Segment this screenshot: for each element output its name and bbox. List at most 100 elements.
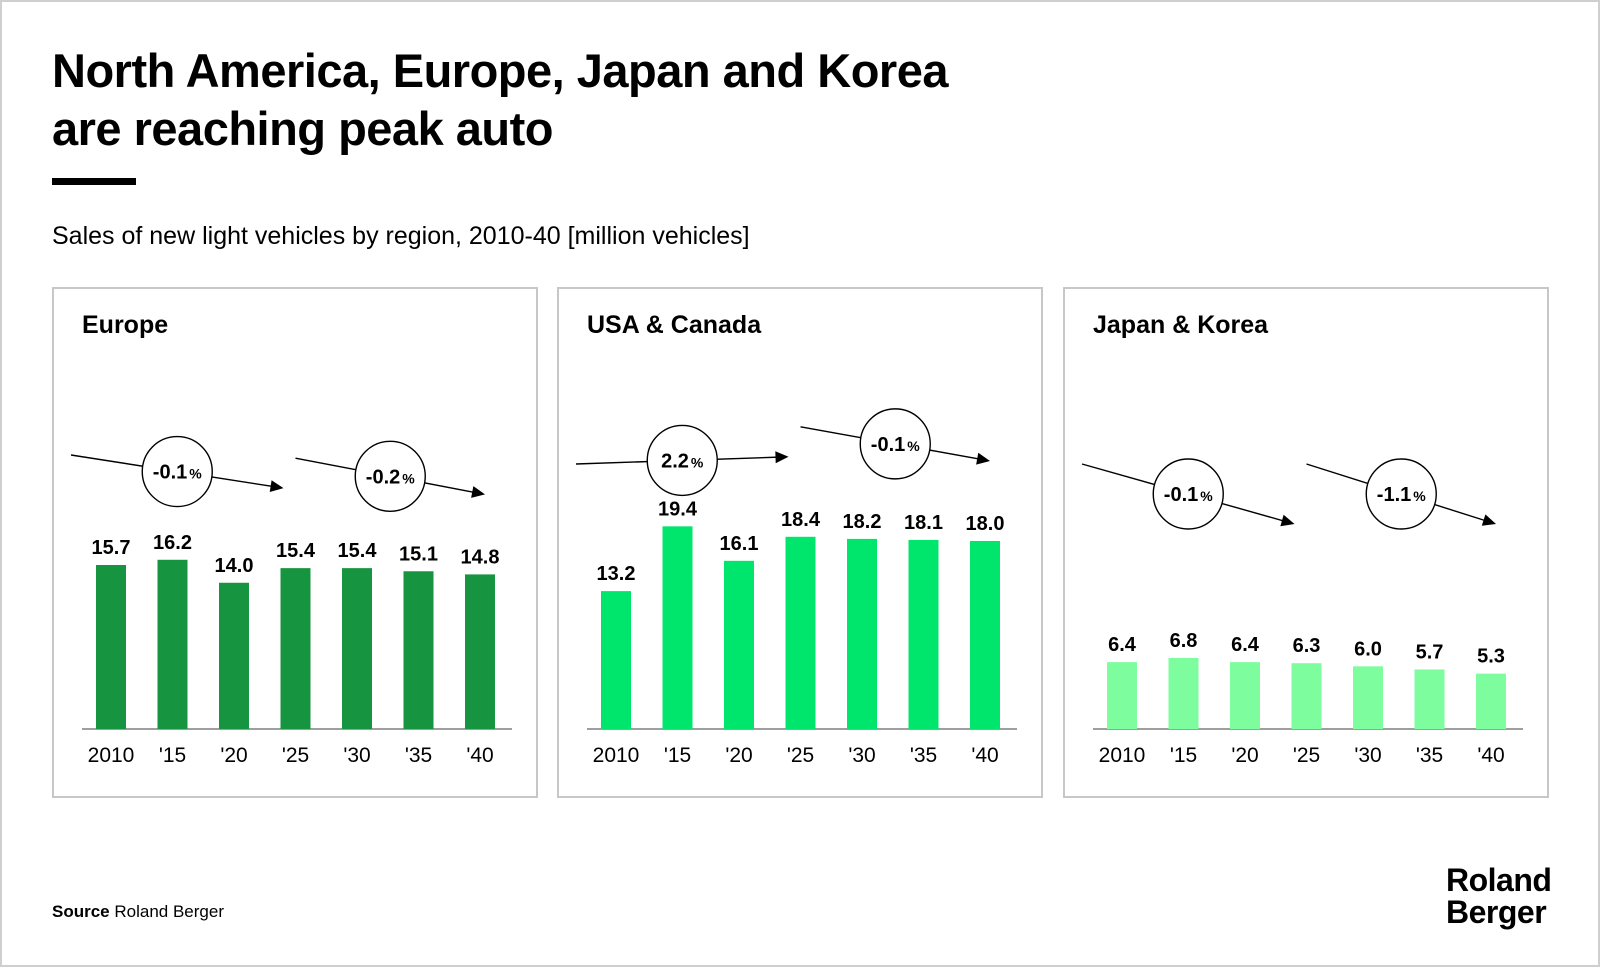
- cagr-value: -1.1%: [1377, 484, 1426, 506]
- x-tick-label: '20: [1231, 744, 1258, 767]
- cagr-badge: [646, 424, 718, 497]
- x-tick-label: 2010: [88, 744, 135, 767]
- bar-chart-japan-korea: 6.4 2010 6.8 '15 6.4 '20 6.3 '25 6.0 '30 5.7 '35 5.3…: [1081, 458, 1523, 767]
- x-tick-label: '40: [971, 744, 998, 767]
- x-tick-label: 2010: [593, 744, 640, 767]
- bar-15: [157, 559, 188, 729]
- trend-arrow-head: [1481, 514, 1496, 526]
- cagr-unit: %: [189, 466, 202, 482]
- trend-arrow-head: [269, 480, 284, 493]
- chart-panel-europe: Europe 15.7 2010 16.2 '15 14.0 '20 15.4 '25 15.4…: [52, 287, 538, 798]
- data-label: 5.3: [1477, 646, 1505, 668]
- data-label: 18.4: [781, 509, 821, 531]
- cagr-unit: %: [402, 470, 415, 486]
- bar-chart-usa-canada: 13.2 2010 19.4 '15 16.1 '20 18.4 '25 18.2 '30 18.1…: [575, 408, 1017, 767]
- cagr-value: -0.2%: [366, 466, 415, 488]
- cagr-value: -0.1%: [871, 434, 920, 456]
- data-label: 14.0: [215, 555, 254, 577]
- cagr-badge: [354, 440, 426, 512]
- trend-arrow-head: [471, 486, 485, 498]
- x-tick-label: '15: [159, 744, 186, 767]
- data-label: 15.4: [338, 540, 378, 562]
- cagr-unit: %: [691, 454, 704, 470]
- data-label: 15.7: [92, 537, 131, 559]
- bar-2010: [1107, 662, 1137, 729]
- bar-20: [1230, 662, 1260, 729]
- x-tick-label: '40: [466, 744, 493, 767]
- x-tick-label: '20: [220, 744, 247, 767]
- data-label: 6.8: [1170, 630, 1198, 652]
- cagr-unit: %: [907, 438, 920, 454]
- x-tick-label: '35: [405, 744, 432, 767]
- bar-15: [1168, 657, 1199, 729]
- cagr-badge: [1365, 458, 1437, 530]
- cagr-value: -0.1%: [153, 462, 202, 484]
- bar-2010: [96, 565, 126, 729]
- x-tick-label: '30: [848, 744, 875, 767]
- cagr-badge: [859, 408, 931, 480]
- data-label: 14.8: [461, 546, 500, 568]
- data-label: 16.2: [153, 532, 192, 554]
- source-label: Source: [52, 902, 110, 921]
- cagr-value: -0.1%: [1164, 484, 1213, 506]
- bar-30: [1353, 666, 1383, 729]
- panel-title: Europe: [82, 311, 169, 339]
- bar-35: [908, 539, 939, 729]
- x-tick-label: '30: [343, 744, 370, 767]
- bar-30: [342, 568, 372, 729]
- x-tick-label: 2010: [1099, 744, 1146, 767]
- x-tick-label: '25: [282, 744, 309, 767]
- bar-40: [465, 574, 495, 729]
- trend-arrow-head: [976, 452, 990, 465]
- brand-logo: Roland Berger: [1446, 862, 1552, 930]
- data-label: 19.4: [658, 498, 698, 520]
- data-label: 6.0: [1354, 638, 1382, 660]
- cagr-badge: [141, 435, 213, 508]
- panel-title: USA & Canada: [587, 311, 762, 339]
- x-tick-label: '15: [664, 744, 691, 767]
- cagr-badge: [1152, 458, 1224, 530]
- x-tick-label: '35: [910, 744, 937, 767]
- bar-25: [785, 536, 816, 729]
- x-tick-label: '15: [1170, 744, 1197, 767]
- cagr-unit: %: [1200, 488, 1213, 504]
- bar-20: [724, 560, 754, 729]
- data-label: 13.2: [597, 563, 636, 585]
- chart-panel-japan-korea: Japan & Korea 6.4 2010 6.8'15 6.4'20 6.3'25 6…: [1063, 287, 1549, 798]
- data-label: 18.2: [843, 511, 882, 533]
- data-label: 16.1: [720, 533, 759, 555]
- data-label: 6.4: [1108, 634, 1137, 656]
- data-label: 6.4: [1231, 634, 1260, 656]
- source-text: Roland Berger: [114, 902, 224, 921]
- page-title: North America, Europe, Japan and Korea a…: [52, 44, 949, 155]
- bar-40: [1476, 673, 1506, 729]
- bar-40: [970, 540, 1000, 729]
- bar-35: [1414, 669, 1445, 729]
- bar-20: [219, 582, 249, 729]
- x-tick-label: '25: [787, 744, 814, 767]
- bar-2010: [601, 591, 631, 729]
- bar-chart-europe: 15.7 2010 16.2 '15 14.0 '20 15.4 '25 15.4 '30 15.1…: [70, 435, 512, 767]
- data-label: 15.1: [399, 543, 438, 565]
- x-tick-label: '40: [1477, 744, 1504, 767]
- bar-25: [1291, 663, 1322, 729]
- trend-arrow-head: [775, 451, 789, 464]
- x-tick-label: '35: [1416, 744, 1443, 767]
- data-label: 18.0: [966, 513, 1005, 535]
- trend-arrow-head: [1280, 514, 1295, 527]
- bar-15: [662, 526, 693, 729]
- x-tick-label: '30: [1354, 744, 1381, 767]
- data-label: 5.7: [1416, 641, 1444, 663]
- bar-35: [403, 571, 434, 729]
- chart-panel-usa-canada: USA & Canada 13.2 2010 19.4 '15 16.1 '20 18.4 '…: [557, 287, 1043, 798]
- data-label: 6.3: [1293, 635, 1321, 657]
- bar-25: [280, 568, 311, 729]
- data-label: 15.4: [276, 540, 316, 562]
- panel-title: Japan & Korea: [1093, 311, 1269, 339]
- cagr-value: 2.2%: [661, 450, 704, 472]
- cagr-unit: %: [1413, 488, 1426, 504]
- title-underline: [52, 178, 136, 185]
- chart-subtitle: Sales of new light vehicles by region, 2…: [52, 222, 750, 250]
- x-tick-label: '25: [1293, 744, 1320, 767]
